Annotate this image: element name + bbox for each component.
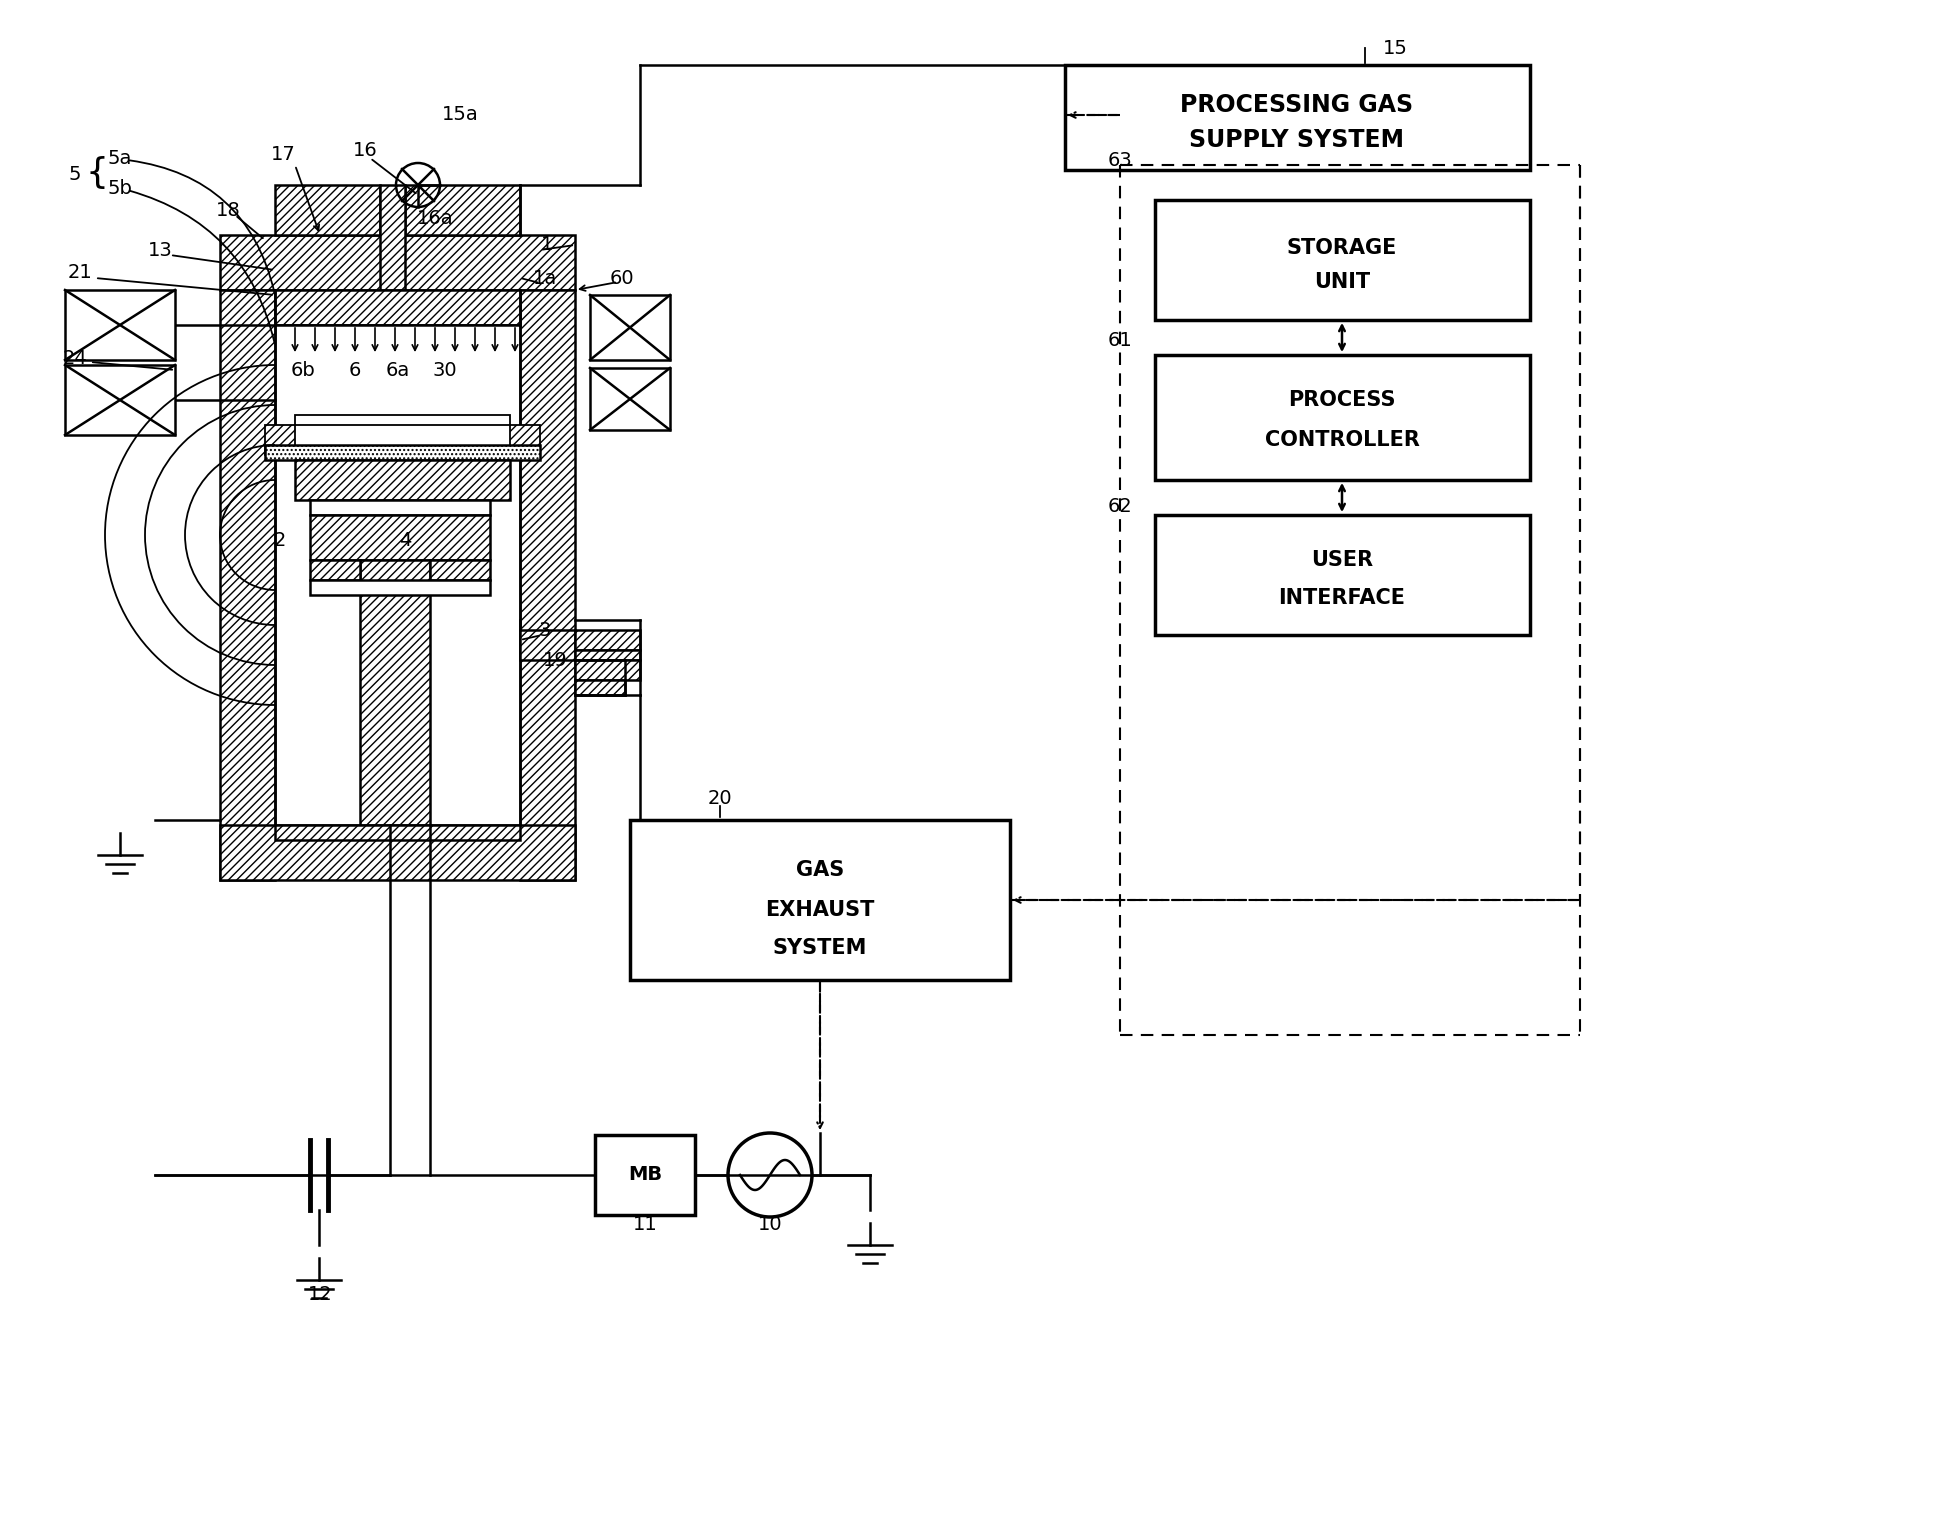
Text: 19: 19: [543, 650, 567, 670]
Bar: [276, 290, 520, 324]
Text: 18: 18: [215, 200, 240, 220]
Text: 62: 62: [1107, 497, 1132, 517]
Text: 10: 10: [759, 1216, 782, 1234]
Text: SYSTEM: SYSTEM: [772, 938, 868, 958]
Bar: [65, 290, 176, 359]
Bar: [1065, 65, 1531, 170]
Bar: [630, 820, 1011, 979]
Text: 63: 63: [1107, 150, 1132, 170]
Bar: [295, 415, 510, 424]
Text: 5a: 5a: [108, 149, 133, 167]
Text: 13: 13: [149, 241, 172, 259]
Bar: [590, 296, 671, 359]
Bar: [575, 631, 639, 650]
Bar: [1155, 515, 1531, 635]
Text: 6b: 6b: [291, 361, 315, 379]
Bar: [575, 650, 639, 659]
Bar: [360, 559, 430, 825]
Bar: [65, 365, 176, 435]
Text: 24: 24: [63, 349, 88, 367]
Text: EXHAUST: EXHAUST: [764, 901, 874, 920]
Bar: [1155, 200, 1531, 320]
Bar: [311, 559, 360, 581]
Text: 2: 2: [274, 531, 285, 549]
Text: USER: USER: [1312, 550, 1372, 570]
Text: 16: 16: [352, 141, 377, 159]
Text: 5: 5: [68, 165, 82, 185]
Bar: [221, 825, 575, 879]
Text: 6a: 6a: [385, 361, 411, 379]
Bar: [575, 659, 639, 681]
Bar: [520, 290, 575, 879]
Bar: [520, 631, 575, 659]
Bar: [405, 185, 520, 235]
Text: PROCESSING GAS: PROCESSING GAS: [1181, 92, 1413, 117]
Text: 6: 6: [348, 361, 362, 379]
Bar: [276, 825, 520, 840]
Bar: [295, 459, 510, 500]
Text: {: {: [86, 156, 108, 190]
Text: 60: 60: [610, 268, 633, 288]
Bar: [594, 1135, 694, 1214]
Text: PROCESS: PROCESS: [1288, 390, 1396, 409]
Bar: [430, 559, 491, 581]
Text: 16a: 16a: [416, 209, 454, 227]
Bar: [221, 235, 575, 290]
Text: 15a: 15a: [442, 106, 479, 124]
Text: STORAGE: STORAGE: [1286, 238, 1398, 258]
Text: 20: 20: [708, 788, 733, 808]
Bar: [266, 446, 540, 459]
Text: 17: 17: [270, 146, 295, 165]
Text: INTERFACE: INTERFACE: [1279, 588, 1406, 608]
Bar: [266, 424, 295, 455]
Text: 30: 30: [432, 361, 457, 379]
Bar: [1155, 355, 1531, 481]
Text: 3: 3: [540, 620, 551, 640]
Text: 61: 61: [1107, 330, 1132, 350]
Text: 15: 15: [1382, 38, 1408, 58]
Text: 21: 21: [68, 262, 92, 282]
Text: GAS: GAS: [796, 860, 845, 879]
Text: 1a: 1a: [534, 268, 557, 288]
Text: MB: MB: [628, 1166, 663, 1184]
Text: 1: 1: [542, 235, 553, 255]
Bar: [510, 424, 540, 455]
Text: 12: 12: [307, 1286, 332, 1304]
Bar: [311, 515, 491, 559]
Bar: [221, 290, 276, 879]
Bar: [575, 681, 626, 694]
Bar: [590, 368, 671, 431]
Text: 4: 4: [399, 531, 411, 549]
Text: 5b: 5b: [108, 179, 133, 197]
Text: UNIT: UNIT: [1314, 271, 1370, 293]
Bar: [379, 185, 405, 290]
Bar: [276, 185, 379, 235]
Bar: [311, 581, 491, 594]
Text: 11: 11: [633, 1216, 657, 1234]
Bar: [311, 500, 491, 515]
Text: CONTROLLER: CONTROLLER: [1265, 431, 1419, 450]
Text: SUPPLY SYSTEM: SUPPLY SYSTEM: [1189, 127, 1404, 152]
